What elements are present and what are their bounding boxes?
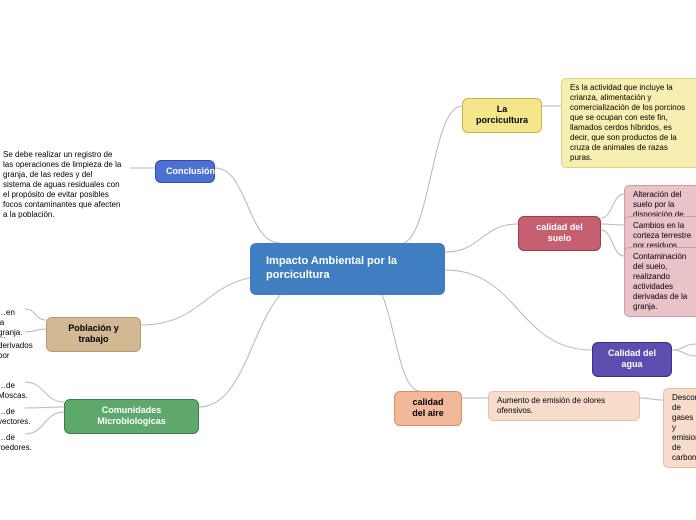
leaf-porcicultura-0[interactable]: Es la actividad que incluye la crianza, … [561, 78, 696, 168]
topic-microbio[interactable]: Comunidades Microbiologicas [64, 399, 199, 434]
leaf-microbio-2[interactable]: …de roedores. [0, 429, 25, 457]
leaf-poblacion-1[interactable]: …derivados por [0, 327, 25, 365]
leaf-aire-1[interactable]: Descomposición de gases y emisiones de c… [663, 388, 696, 468]
leaf-conclusion-0[interactable]: Se debe realizar un registro de las oper… [0, 146, 130, 224]
topic-agua[interactable]: Calidad del agua [592, 342, 672, 377]
topic-conclusion[interactable]: Conclusión [155, 160, 215, 183]
leaf-microbio-1[interactable]: …de vectores. [0, 403, 25, 431]
topic-poblacion[interactable]: Población y trabajo [46, 317, 141, 352]
leaf-aire-0[interactable]: Aumento de emisión de olores ofensivos. [488, 391, 640, 421]
topic-porcicultura[interactable]: La porcicultura [462, 98, 542, 133]
topic-aire[interactable]: calidad del aire [394, 391, 462, 426]
topic-suelo[interactable]: calidad del suelo [518, 216, 601, 251]
leaf-suelo-2[interactable]: Contaminación del suelo, realizando acti… [624, 247, 696, 317]
leaf-microbio-0[interactable]: …de Moscas. [0, 377, 25, 405]
center-topic[interactable]: Impacto Ambiental por la porcicultura [250, 243, 445, 295]
